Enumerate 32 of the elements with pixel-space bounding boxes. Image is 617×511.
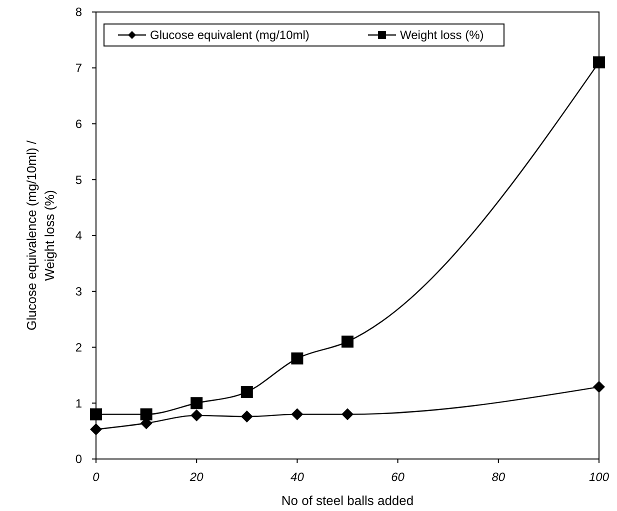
point — [90, 423, 102, 436]
y-tick-label: 5 — [75, 172, 82, 187]
point — [291, 408, 304, 420]
point — [593, 56, 605, 68]
y-tick-label: 8 — [75, 5, 82, 20]
legend-label: Glucose equivalent (mg/10ml) — [150, 28, 310, 42]
point — [593, 380, 605, 393]
y-tick-label: 4 — [75, 228, 82, 243]
y-tick-label: 2 — [75, 340, 82, 354]
point — [90, 408, 102, 420]
x-tick-label: 100 — [588, 470, 610, 484]
y-tick-label: 1 — [75, 396, 82, 410]
point — [240, 410, 253, 423]
point — [342, 336, 354, 348]
point — [190, 409, 203, 422]
x-tick-label: 80 — [492, 470, 506, 484]
x-axis-title: No of steel balls added — [281, 493, 414, 508]
legend-label: Weight loss (%) — [400, 28, 484, 42]
point — [342, 408, 354, 420]
x-tick-label: 0 — [92, 470, 100, 484]
point — [240, 386, 253, 398]
x-tick-label: 60 — [391, 470, 405, 484]
y-tick-label: 6 — [75, 116, 82, 131]
y-axis-title: Glucose equivalence (mg/10ml) / Weight loss (%) — [24, 140, 57, 331]
x-tick-label: 40 — [290, 470, 304, 484]
y-tick-label: 7 — [75, 61, 82, 76]
point — [291, 352, 304, 364]
y-tick-label: 3 — [75, 284, 82, 299]
point — [140, 408, 152, 420]
x-tick-label: 20 — [188, 470, 204, 484]
point — [190, 397, 203, 410]
y-tick-label: 0 — [75, 452, 82, 466]
